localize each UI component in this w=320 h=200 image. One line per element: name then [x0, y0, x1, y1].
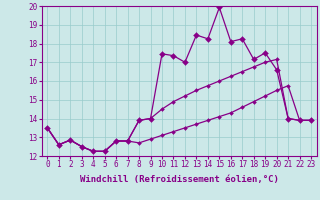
X-axis label: Windchill (Refroidissement éolien,°C): Windchill (Refroidissement éolien,°C)	[80, 175, 279, 184]
